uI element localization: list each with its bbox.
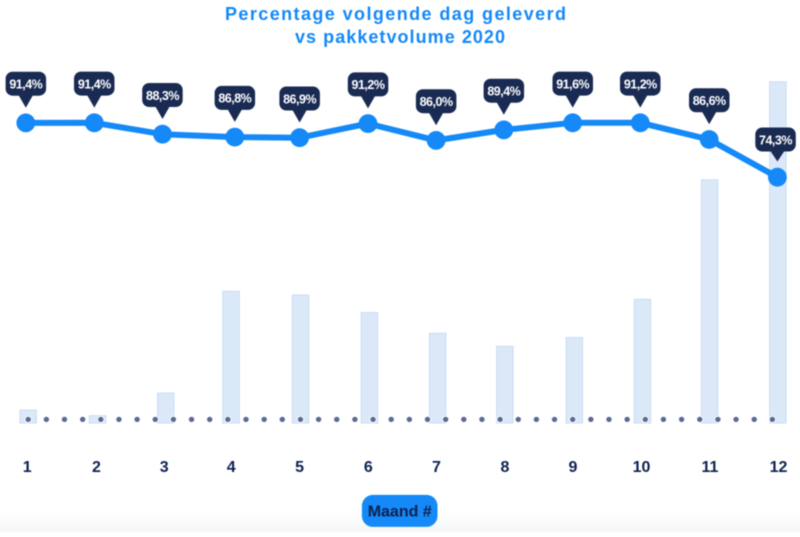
svg-text:89,4%: 89,4% bbox=[487, 85, 520, 99]
svg-text:91,6%: 91,6% bbox=[556, 77, 589, 91]
svg-text:1: 1 bbox=[23, 459, 32, 476]
svg-text:4: 4 bbox=[227, 459, 236, 476]
svg-text:6: 6 bbox=[364, 459, 373, 476]
svg-text:8: 8 bbox=[501, 459, 510, 476]
svg-text:11: 11 bbox=[702, 459, 719, 476]
svg-text:86,6%: 86,6% bbox=[693, 94, 726, 108]
svg-text:7: 7 bbox=[432, 459, 441, 476]
svg-text:86,0%: 86,0% bbox=[420, 95, 453, 109]
svg-text:74,3%: 74,3% bbox=[759, 133, 792, 147]
svg-text:86,8%: 86,8% bbox=[218, 92, 251, 106]
svg-text:9: 9 bbox=[569, 459, 578, 476]
svg-text:91,2%: 91,2% bbox=[624, 77, 657, 91]
svg-text:10: 10 bbox=[633, 459, 651, 476]
svg-text:Maand #: Maand # bbox=[368, 503, 432, 520]
svg-text:86,9%: 86,9% bbox=[283, 92, 316, 106]
svg-text:88,3%: 88,3% bbox=[146, 89, 179, 103]
svg-text:91,4%: 91,4% bbox=[9, 78, 42, 92]
svg-text:5: 5 bbox=[295, 459, 304, 476]
svg-text:12: 12 bbox=[770, 459, 788, 476]
svg-text:91,4%: 91,4% bbox=[78, 77, 111, 91]
svg-text:vs pakketvolume 2020: vs pakketvolume 2020 bbox=[295, 27, 505, 47]
svg-text:91,2%: 91,2% bbox=[352, 78, 385, 92]
svg-text:2: 2 bbox=[92, 459, 101, 476]
svg-text:3: 3 bbox=[160, 459, 169, 476]
